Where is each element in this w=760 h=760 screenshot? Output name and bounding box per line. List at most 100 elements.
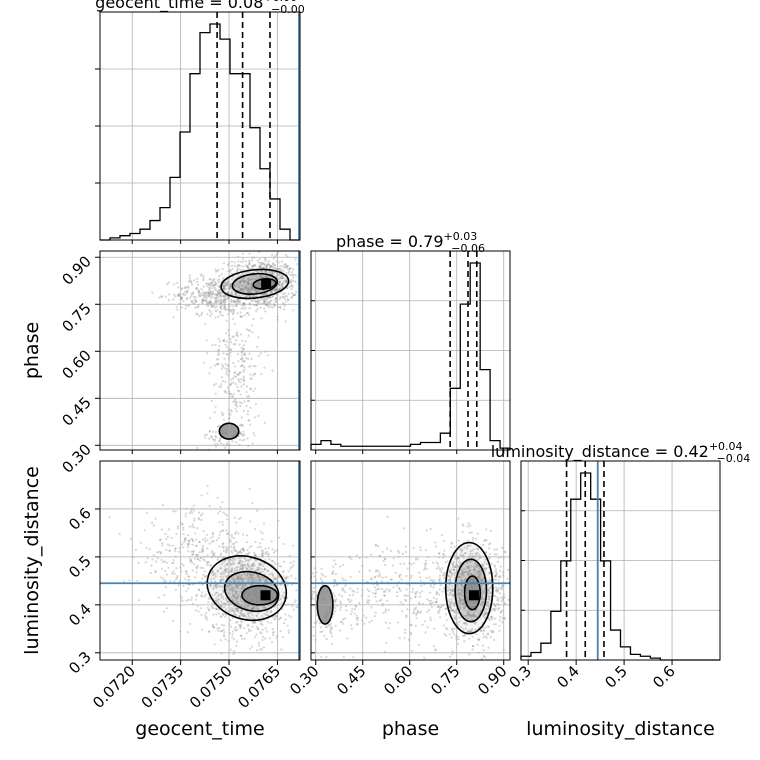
sample-point [235, 410, 238, 413]
sample-point [158, 296, 161, 299]
sample-point [260, 297, 264, 300]
sample-point [494, 575, 497, 578]
sample-point [237, 557, 240, 560]
sample-point [487, 617, 490, 620]
sample-point [231, 313, 234, 316]
sample-point [466, 547, 469, 550]
sample-point [233, 594, 236, 597]
sample-point [334, 599, 337, 602]
sample-point [223, 304, 226, 307]
sample-point [263, 567, 266, 570]
sample-point [241, 304, 244, 307]
sample-point [375, 589, 378, 592]
title-plus: +0.04 [709, 440, 743, 453]
sample-point [160, 558, 163, 561]
sample-point [206, 301, 209, 305]
sample-point [224, 367, 227, 370]
sample-point [174, 547, 177, 550]
sample-point [248, 277, 251, 280]
sample-point [416, 590, 419, 593]
sample-point [475, 565, 478, 568]
sample-point [246, 409, 250, 413]
sample-point [271, 290, 274, 293]
sample-point [487, 589, 490, 592]
sample-point [452, 602, 455, 605]
sample-point [478, 577, 482, 580]
sample-point [450, 593, 453, 596]
sample-point [280, 273, 283, 277]
sample-point [236, 587, 240, 590]
sample-point [191, 301, 194, 304]
sample-point [468, 588, 471, 591]
sample-point [234, 284, 237, 287]
sample-point [285, 576, 288, 580]
sample-point [247, 579, 250, 582]
sample-point [489, 595, 492, 598]
sample-point [189, 559, 192, 563]
sample-point [212, 304, 215, 307]
sample-point [481, 644, 484, 647]
sample-point [419, 610, 423, 613]
sample-point [231, 543, 234, 546]
sample-point [200, 311, 204, 314]
sample-point [218, 340, 222, 343]
sample-point [451, 609, 455, 612]
sample-point [410, 563, 413, 566]
sample-point [246, 624, 249, 627]
sample-point [253, 553, 256, 556]
sample-point [480, 593, 484, 596]
sample-point [452, 593, 455, 596]
sample-point [319, 630, 322, 634]
sample-point [462, 602, 465, 605]
sample-point [329, 598, 332, 602]
sample-point [466, 611, 469, 614]
sample-point [243, 584, 246, 587]
sample-point [246, 573, 249, 576]
sample-point [231, 636, 234, 639]
sample-point [483, 568, 486, 571]
sample-point [184, 537, 187, 540]
sample-point [412, 546, 415, 550]
sample-point [398, 637, 401, 640]
sample-point [211, 290, 215, 293]
sample-point [471, 645, 475, 648]
sample-point [482, 629, 485, 632]
sample-point [467, 574, 470, 577]
sample-point [351, 589, 354, 592]
sample-point [237, 593, 240, 596]
sample-point [355, 554, 358, 557]
sample-point [295, 606, 298, 609]
sample-point [223, 288, 226, 291]
sample-point [210, 305, 214, 308]
sample-point [208, 289, 211, 292]
x-tick-label: 0.60 [380, 662, 416, 698]
sample-point [271, 253, 274, 256]
sample-point [382, 590, 385, 594]
sample-point [487, 589, 490, 592]
sample-point [410, 574, 413, 577]
sample-point [254, 403, 257, 406]
sample-point [195, 593, 198, 596]
sample-point [196, 313, 199, 316]
sample-point [251, 593, 254, 596]
sample-point [214, 431, 217, 434]
sample-point [286, 268, 289, 271]
sample-point [282, 269, 285, 272]
sample-point [194, 544, 197, 547]
sample-point [453, 573, 456, 577]
sample-point [211, 436, 214, 439]
sample-point [218, 285, 221, 288]
sample-point [234, 591, 237, 594]
sample-point [332, 584, 336, 588]
sample-point [485, 528, 488, 531]
sample-point [251, 621, 254, 624]
sample-point [240, 634, 243, 637]
sample-point [292, 564, 295, 567]
sample-point [257, 284, 260, 287]
sample-point [258, 617, 261, 620]
sample-point [495, 573, 498, 576]
sample-point [285, 575, 288, 578]
title-label: phase [336, 232, 384, 251]
sample-point [239, 289, 242, 292]
